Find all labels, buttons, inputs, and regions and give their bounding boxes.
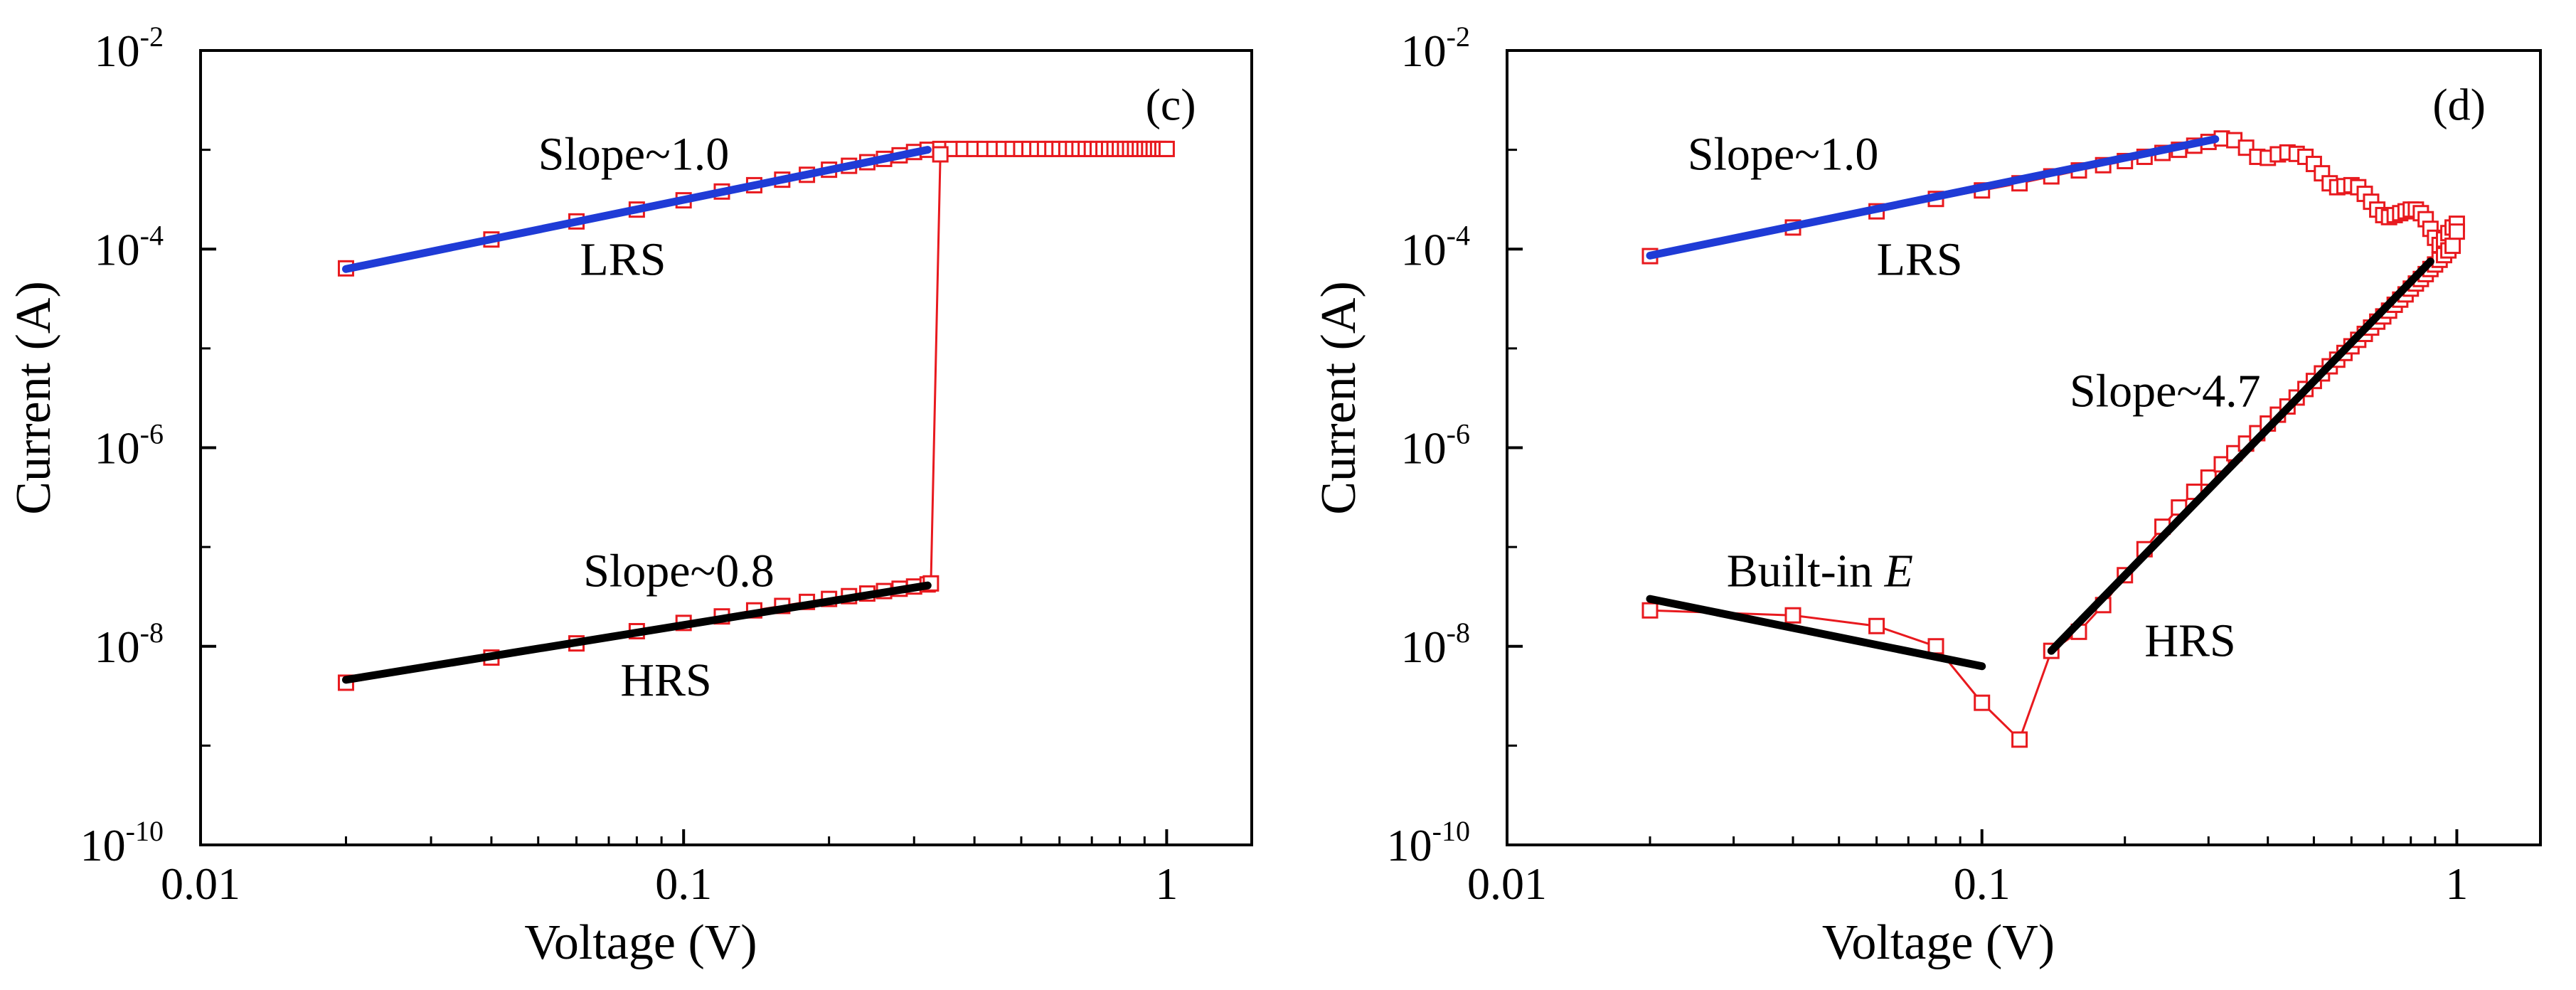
y-tick-exponent: -4 [140, 219, 164, 251]
data-point-marker [2444, 238, 2461, 255]
annotation-text: Slope~1.0 [538, 129, 730, 181]
data-point-marker [932, 146, 949, 163]
data-point-marker [2448, 223, 2465, 240]
x-tick-label: 0.01 [1467, 858, 1547, 909]
data-point-marker [1868, 617, 1885, 634]
annotation-label: Slope~1.0 [1688, 129, 1879, 181]
data-point-marker [1158, 140, 1175, 157]
y-tick-exponent: -4 [1447, 219, 1470, 251]
y-tick-base: 10 [95, 224, 140, 275]
series-line [346, 147, 1167, 270]
y-tick-base: 10 [1387, 820, 1432, 871]
y-tick-exponent: -6 [1447, 418, 1470, 450]
y-tick-exponent: -10 [126, 815, 164, 847]
panel-label: (c) [1146, 80, 1196, 130]
y-tick-exponent: -2 [1447, 21, 1470, 53]
annotation-italic: E [1884, 545, 1913, 597]
annotation-text: (c) [1146, 80, 1196, 130]
annotation-label: HRS [620, 654, 711, 706]
y-tick-label: 10-8 [95, 617, 164, 672]
annotation-label: HRS [2144, 614, 2235, 666]
data-point-marker [2011, 731, 2028, 748]
y-tick-label: 10-6 [1401, 418, 1470, 474]
annotation-label: Slope~0.8 [583, 545, 775, 597]
annotation-label: Built-in E [1727, 545, 1913, 597]
x-tick-label: 1 [2445, 858, 2468, 909]
y-tick-exponent: -2 [140, 21, 164, 53]
y-tick-base: 10 [95, 622, 140, 672]
data-point-marker [1974, 694, 1991, 711]
x-tick-label: 0.01 [161, 858, 240, 909]
x-tick-label: 0.1 [655, 858, 712, 909]
y-axis-title: Current (A) [6, 281, 61, 515]
y-tick-label: 10-8 [1401, 617, 1470, 672]
x-tick-label: 0.1 [1954, 858, 2011, 909]
y-tick-exponent: -10 [1432, 815, 1470, 847]
x-axis-title: Voltage (V) [524, 915, 757, 970]
y-tick-label: 10-10 [1387, 815, 1470, 871]
y-tick-exponent: -8 [1447, 617, 1470, 649]
annotation-text: Built-in [1727, 545, 1885, 597]
y-tick-base: 10 [95, 423, 140, 474]
panel-label: (d) [2432, 80, 2486, 130]
y-tick-exponent: -6 [140, 418, 164, 450]
fit-line [341, 581, 932, 684]
fit-line [341, 146, 932, 273]
annotation-text: HRS [2144, 614, 2235, 666]
x-tick-label: 1 [1155, 858, 1178, 909]
y-tick-label: 10-10 [80, 815, 164, 871]
y-tick-base: 10 [1401, 622, 1447, 672]
annotation-label: Slope~1.0 [538, 129, 730, 181]
annotation-text: Slope~1.0 [1688, 129, 1879, 181]
y-tick-base: 10 [80, 820, 126, 871]
annotation-label: LRS [1877, 234, 1963, 286]
y-tick-label: 10-4 [1401, 219, 1470, 275]
annotation-label: LRS [580, 234, 666, 286]
annotation-text: LRS [1877, 234, 1963, 286]
y-axis-title: Current (A) [1311, 281, 1366, 515]
annotation-text: (d) [2432, 80, 2486, 130]
annotation-label: Slope~4.7 [2070, 366, 2261, 417]
y-tick-base: 10 [1401, 224, 1447, 275]
fit-line [2047, 257, 2434, 655]
y-tick-label: 10-4 [95, 219, 164, 275]
data-point-marker [1784, 607, 1801, 624]
annotation-text: HRS [620, 654, 711, 706]
y-tick-base: 10 [1401, 26, 1447, 76]
x-axis-title: Voltage (V) [1822, 915, 2055, 970]
fit-line [1646, 595, 1986, 671]
data-point-marker [1641, 602, 1659, 619]
fit-line [1646, 135, 2220, 260]
annotation-text: Slope~4.7 [2070, 366, 2261, 417]
y-tick-base: 10 [1401, 423, 1447, 474]
y-tick-label: 10-6 [95, 418, 164, 474]
y-tick-exponent: -8 [140, 617, 164, 649]
y-tick-label: 10-2 [1401, 21, 1470, 76]
annotation-text: Slope~0.8 [583, 545, 775, 597]
series-line [1649, 231, 2458, 742]
annotation-text: LRS [580, 234, 666, 286]
data-point-marker [1927, 638, 1944, 655]
y-tick-label: 10-2 [95, 21, 164, 76]
y-tick-base: 10 [95, 26, 140, 76]
